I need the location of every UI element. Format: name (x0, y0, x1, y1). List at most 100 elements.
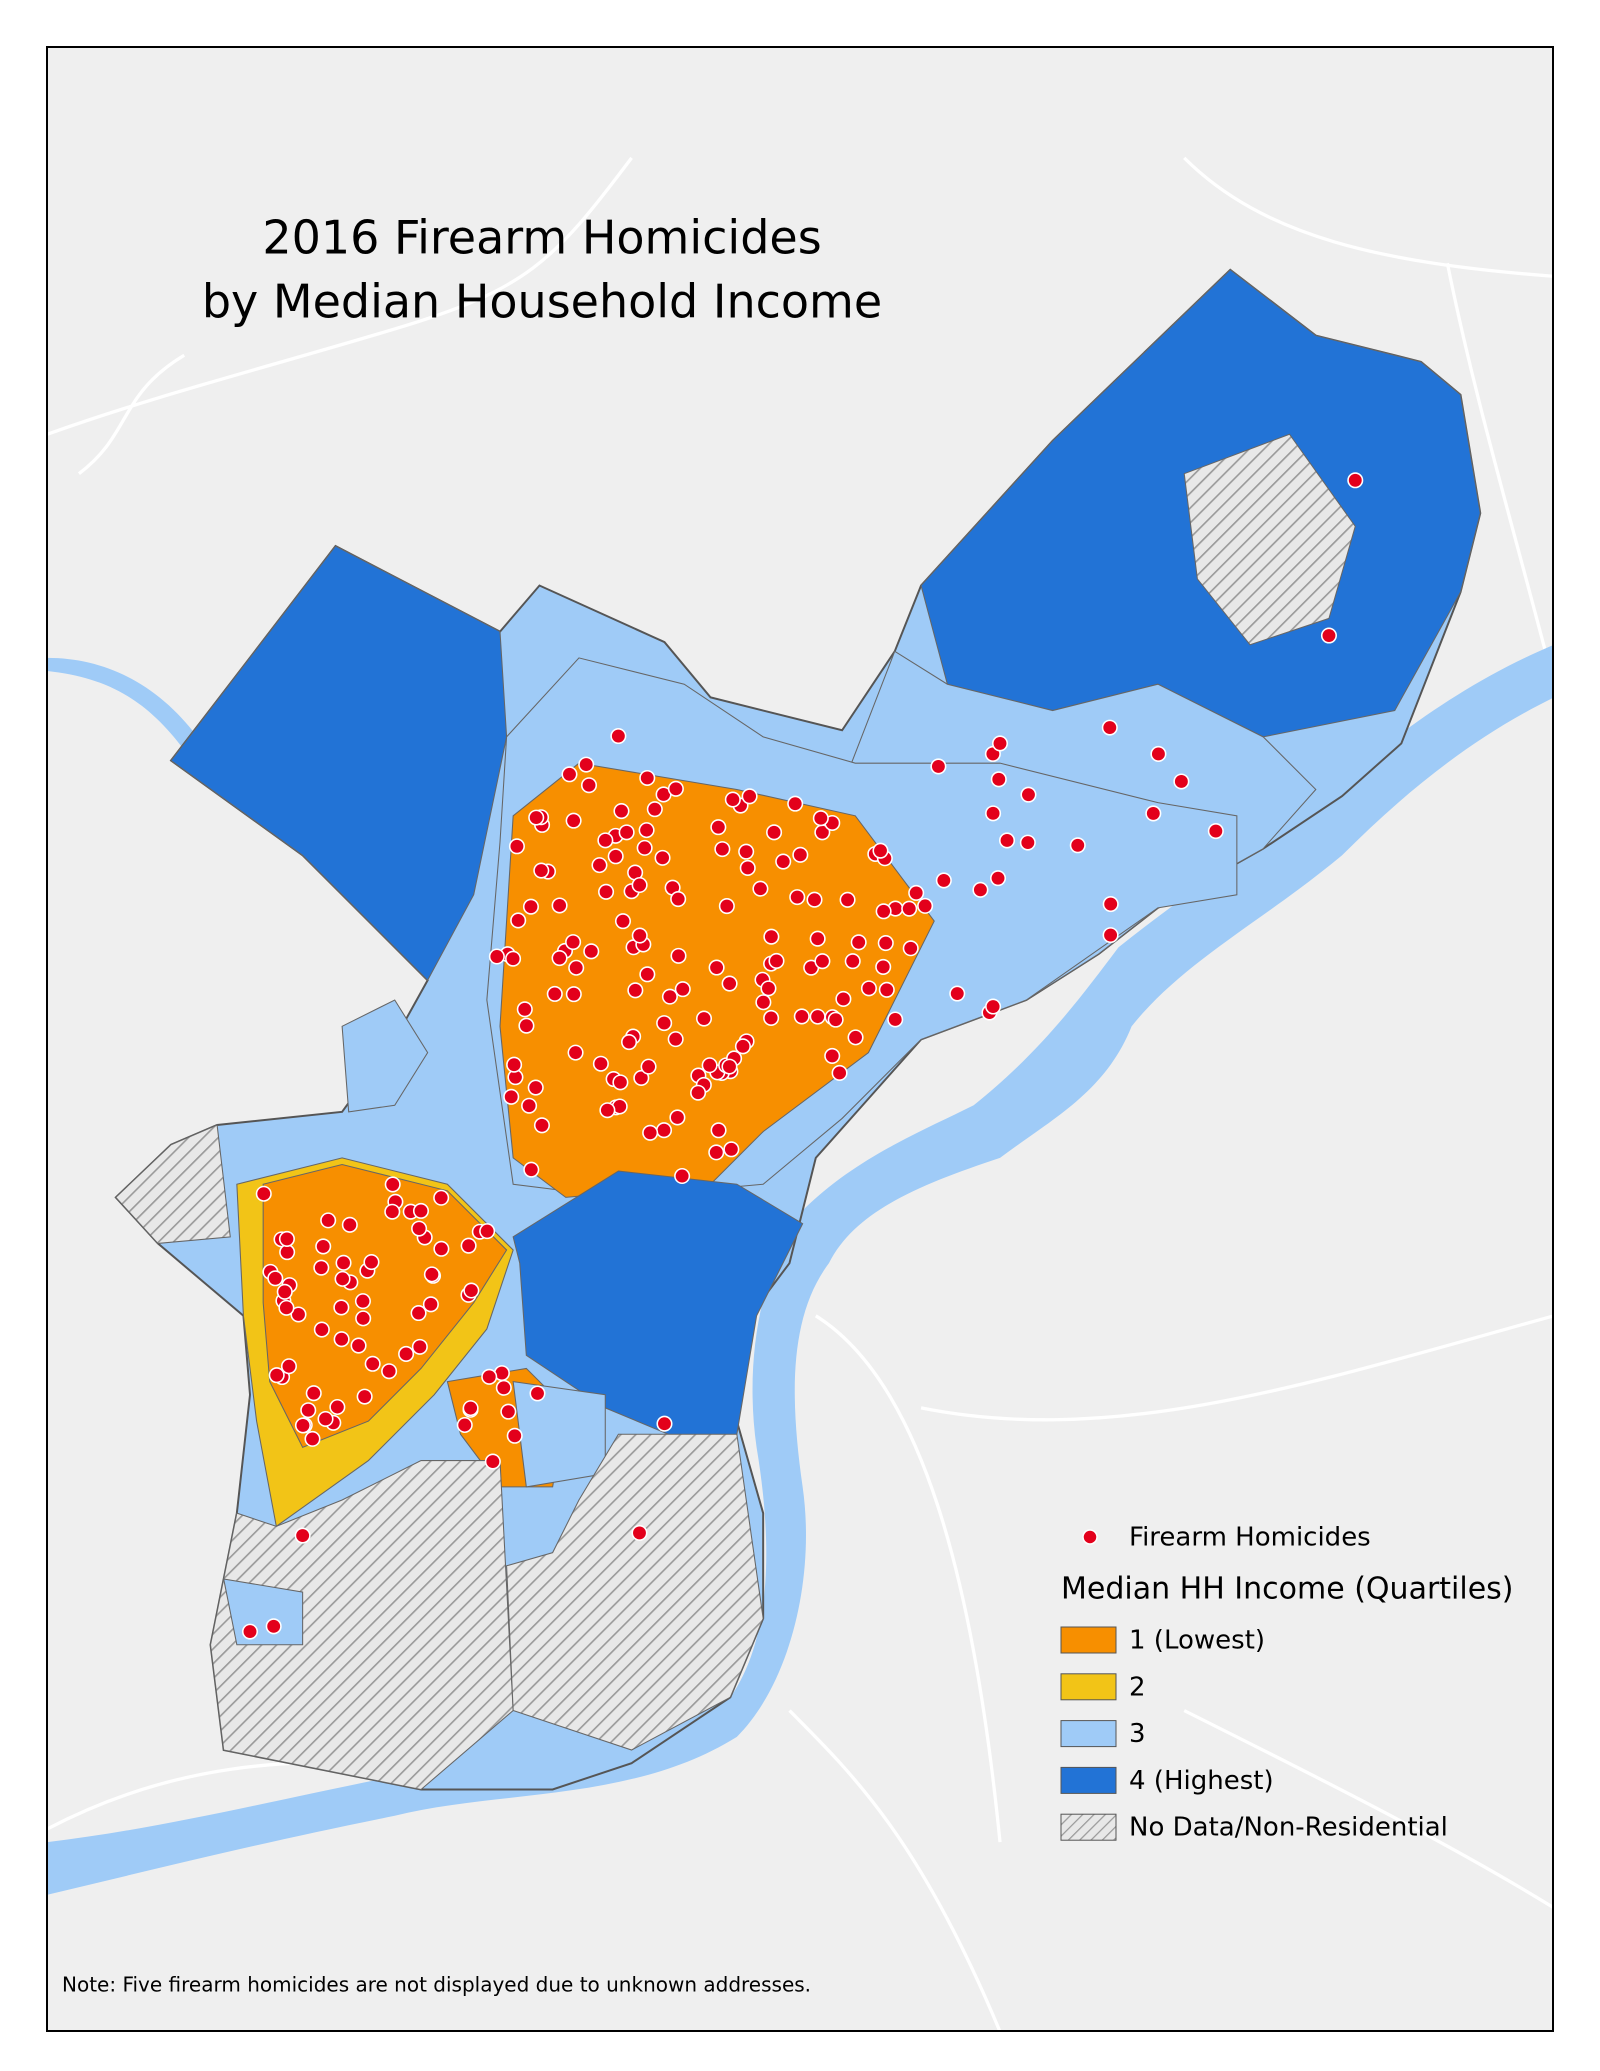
homicide-point (294, 1527, 311, 1544)
homicide-point (633, 1069, 650, 1086)
homicide-point (902, 940, 919, 957)
income-region (262, 1163, 508, 1449)
roads (47, 156, 1553, 2031)
income-region (170, 545, 508, 982)
homicide-point (812, 810, 829, 827)
income-region (341, 999, 429, 1113)
homicide-point (763, 928, 780, 945)
homicide-point (412, 1202, 430, 1219)
homicide-point (831, 1064, 848, 1081)
homicide-point (495, 1379, 512, 1396)
homicide-point (505, 950, 522, 967)
homicide-point (710, 819, 727, 836)
income-region (115, 1124, 231, 1244)
homicide-point (860, 980, 877, 997)
homicide-point (317, 1410, 334, 1428)
homicide-point (533, 1117, 550, 1134)
homicide-point (670, 947, 687, 964)
homicide-point (949, 985, 966, 1002)
homicide-point (738, 843, 755, 860)
homicide-point (551, 897, 568, 914)
homicide-point (508, 838, 525, 855)
homicide-point (354, 1293, 371, 1310)
homicide-point (294, 1417, 311, 1434)
homicide-point (1347, 472, 1364, 489)
homicide-point (1173, 773, 1190, 790)
homicide-point (462, 1400, 479, 1417)
homicide-point (636, 839, 653, 856)
homicide-point (567, 1044, 584, 1061)
legend-label: 2 (1129, 1672, 1146, 1702)
homicide-point (565, 812, 582, 829)
river (47, 645, 1553, 1895)
homicide-point (280, 1358, 297, 1375)
homicide-point (333, 1299, 350, 1316)
homicide-point (734, 1038, 751, 1055)
homicide-point (990, 870, 1007, 887)
homicide-point (315, 1238, 332, 1255)
homicide-point (640, 1058, 657, 1075)
homicide-point (872, 842, 889, 859)
homicide-point (670, 891, 687, 908)
homicide-point (329, 1398, 346, 1416)
homicide-point (1207, 823, 1224, 840)
homicide-point (278, 1230, 295, 1247)
legend-swatch (1060, 1626, 1117, 1654)
homicide-point (999, 832, 1016, 849)
homicide-point (755, 994, 772, 1011)
homicide-point (674, 1167, 691, 1185)
homicide-point (708, 959, 725, 976)
homicide-point (356, 1388, 373, 1405)
homicide-point (614, 913, 632, 930)
homicide-point (792, 846, 809, 863)
homicide-point (488, 948, 505, 965)
homicide-point (613, 803, 630, 820)
homicide-point (578, 756, 595, 773)
homicide-point (533, 862, 550, 879)
homicide-point (335, 1254, 352, 1271)
legend-label: 1 (Lowest) (1129, 1626, 1265, 1656)
homicide-point (1102, 927, 1119, 944)
homicide-point (463, 1282, 480, 1299)
homicide-point (481, 1368, 498, 1385)
homicide-point (908, 884, 925, 901)
homicide-point (1101, 719, 1118, 736)
homicide-point (793, 1008, 810, 1025)
homicide-point (621, 1034, 638, 1051)
homicide-point (887, 1011, 904, 1028)
homicide-point (350, 1337, 367, 1354)
income-region (506, 1433, 764, 1751)
homicide-point (654, 849, 671, 866)
homicide-point (990, 771, 1007, 788)
homicide-point (656, 1015, 673, 1032)
income-region (512, 1380, 606, 1488)
homicide-point (847, 1029, 864, 1046)
homicide-point (674, 981, 691, 998)
homicide-point (610, 727, 627, 745)
legend-label: No Data/Non-Residential (1129, 1813, 1448, 1843)
homicide-point (433, 1240, 450, 1257)
homicide-point (422, 1296, 439, 1313)
homicide-point (410, 1305, 427, 1322)
homicide-point (278, 1299, 295, 1316)
homicide-point (276, 1283, 293, 1300)
legend-label: Firearm Homicides (1129, 1523, 1371, 1553)
river (47, 657, 198, 751)
homicide-point (265, 1618, 282, 1635)
homicide-point (844, 953, 861, 970)
homicide-point (1102, 896, 1119, 913)
homicide-point (655, 1122, 673, 1139)
homicide-point (516, 1001, 533, 1018)
homicide-point (875, 958, 892, 975)
homicide-point (775, 853, 792, 870)
income-region (1183, 433, 1356, 646)
homicide-point (752, 880, 769, 897)
homicide-point (642, 1124, 659, 1141)
homicide-point (766, 824, 783, 841)
homicide-point (363, 1254, 380, 1271)
income-region (499, 762, 935, 1198)
homicide-point (591, 857, 608, 874)
homicide-point (279, 1244, 296, 1261)
homicide-point (972, 881, 989, 898)
homicide-point (667, 780, 684, 797)
